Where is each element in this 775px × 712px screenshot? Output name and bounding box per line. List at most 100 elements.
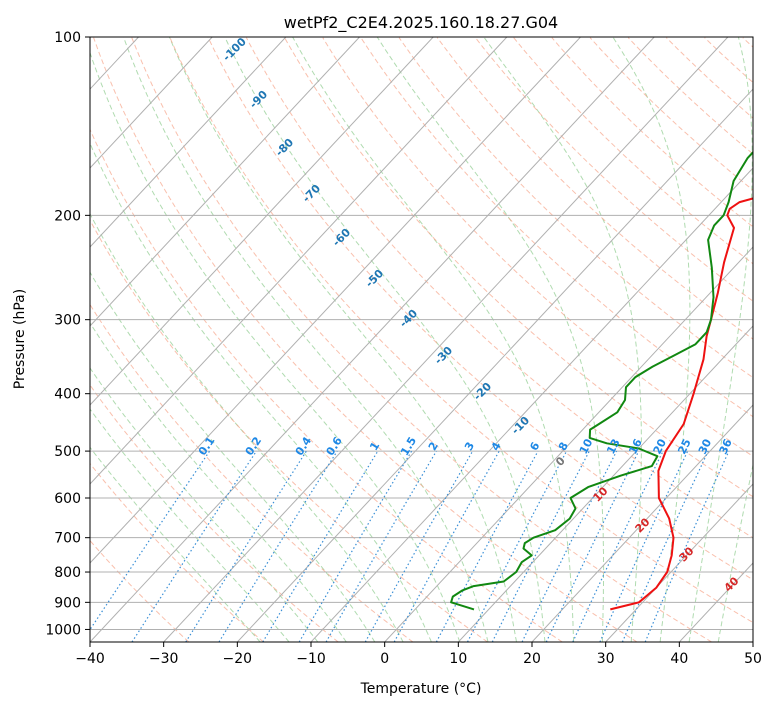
moist-adiabat-line (0, 37, 289, 642)
dewpoint-profile-line (451, 37, 775, 609)
y-tick-label: 800 (54, 565, 81, 581)
dry-adiabat-label: -40 (397, 307, 420, 330)
moist-adiabats (0, 37, 775, 642)
dry-adiabat-label: -60 (330, 226, 353, 249)
mixing-ratio-line (394, 451, 499, 642)
moist-adiabat-line (718, 37, 775, 642)
moist-adiabat-line (0, 37, 375, 642)
dry-adiabat-label: -90 (247, 88, 270, 111)
dry-adiabat-line (476, 38, 775, 642)
mixing-ratio-line (468, 451, 567, 642)
isotherm-line (164, 37, 728, 642)
y-tick-label: 300 (54, 313, 81, 329)
moist-adiabat-line (52, 37, 432, 642)
x-tick-label: 50 (744, 651, 762, 667)
x-tick-label: 20 (523, 651, 541, 667)
mixing-ratio-line (492, 451, 589, 642)
mixing-ratio-label: 30 (696, 437, 714, 457)
profile-series (451, 37, 775, 609)
dry-adiabat-line (285, 38, 775, 642)
dry-adiabat-label: 40 (722, 574, 742, 594)
y-tick-label: 500 (54, 444, 81, 460)
mixing-ratio-label: 0.4 (293, 434, 315, 458)
dry-adiabat-label: -70 (300, 182, 323, 205)
mixing-ratio-line (573, 451, 663, 642)
x-axis-label: Temperature (°C) (360, 681, 482, 697)
plot-frame (90, 37, 753, 642)
y-axis-ticks: 100 200 300 400 500 600 700 800 900 1000 (45, 30, 90, 638)
mixing-ratio-line (299, 451, 411, 642)
mixing-ratio-line (263, 451, 378, 642)
moist-adiabat-line (293, 37, 574, 642)
isotherm-line (753, 37, 775, 642)
dry-adiabat-line (743, 38, 775, 642)
dry-adiabat-label: -100 (220, 35, 249, 64)
isotherm-line (0, 37, 433, 642)
isotherm-line (16, 37, 580, 642)
mixing-ratio-label: 25 (675, 437, 693, 456)
mixing-ratio-label: 0.1 (196, 434, 218, 457)
mixing-ratio-line (365, 451, 472, 642)
x-tick-label: −40 (75, 651, 105, 667)
y-axis-label: Pressure (hPa) (12, 289, 28, 389)
y-tick-label: 400 (54, 387, 81, 403)
isotherm-line (90, 37, 654, 642)
x-axis-ticks: −40 −30 −20 −10 0 10 20 30 40 50 (75, 642, 762, 667)
dry-adiabat-line (0, 38, 338, 642)
dry-adiabat-label: -20 (471, 380, 494, 403)
x-tick-label: −20 (223, 651, 253, 667)
y-tick-label: 600 (54, 491, 81, 507)
x-tick-label: 30 (597, 651, 615, 667)
moist-adiabat-line (0, 37, 260, 642)
dry-adiabat-label: -10 (509, 414, 532, 437)
x-tick-label: 40 (670, 651, 688, 667)
dry-adiabat-line (246, 38, 775, 642)
mixing-ratio-label: 16 (626, 436, 645, 456)
mixing-ratio-label: 20 (651, 437, 670, 457)
dry-adiabats (0, 38, 775, 642)
mixing-ratio-line (436, 451, 538, 642)
x-tick-label: 0 (380, 651, 389, 667)
dry-adiabat-line (0, 38, 413, 642)
dry-adiabat-line (552, 38, 775, 642)
y-tick-label: 900 (54, 595, 81, 611)
y-tick-label: 700 (54, 531, 81, 547)
mixing-ratio-line (132, 451, 256, 642)
dry-adiabat-line (0, 38, 189, 642)
mixing-ratio-label: 0.2 (243, 434, 265, 457)
y-tick-label: 100 (54, 30, 81, 46)
mixing-ratio-label: 13 (604, 437, 623, 457)
mixing-ratio-line (600, 451, 688, 642)
dry-adiabat-label: 10 (591, 484, 611, 504)
moist-adiabat-line (85, 37, 460, 642)
dry-adiabat-line (17, 38, 487, 642)
isotherm-line (0, 37, 360, 642)
moist-adiabat-line (0, 37, 318, 642)
dry-adiabat-label: -50 (363, 267, 386, 290)
moist-adiabat-line (613, 37, 690, 642)
x-tick-label: 10 (449, 651, 467, 667)
y-tick-label: 1000 (45, 622, 81, 638)
isotherm-line (0, 37, 507, 642)
isobars (90, 37, 753, 629)
isotherm-line (0, 37, 286, 642)
moist-adiabat-line (484, 37, 642, 642)
dry-adiabat-line (399, 38, 775, 642)
isotherm-line (237, 37, 775, 642)
x-tick-label: −30 (149, 651, 179, 667)
isotherm-line (0, 37, 212, 642)
isotherms (0, 37, 775, 642)
isotherm-line (0, 37, 65, 642)
mixing-ratio-line (219, 451, 337, 642)
mixing-ratio-label: 36 (717, 437, 735, 457)
dry-adiabat-label: -80 (273, 136, 296, 159)
y-tick-label: 200 (54, 208, 81, 224)
x-tick-label: −10 (296, 651, 326, 667)
moist-adiabat-line (23, 37, 404, 642)
chart-title: wetPf2_C2E4.2025.160.18.27.G04 (284, 13, 558, 33)
mixing-ratio-line (186, 451, 307, 642)
dry-adiabat-line (437, 38, 775, 642)
